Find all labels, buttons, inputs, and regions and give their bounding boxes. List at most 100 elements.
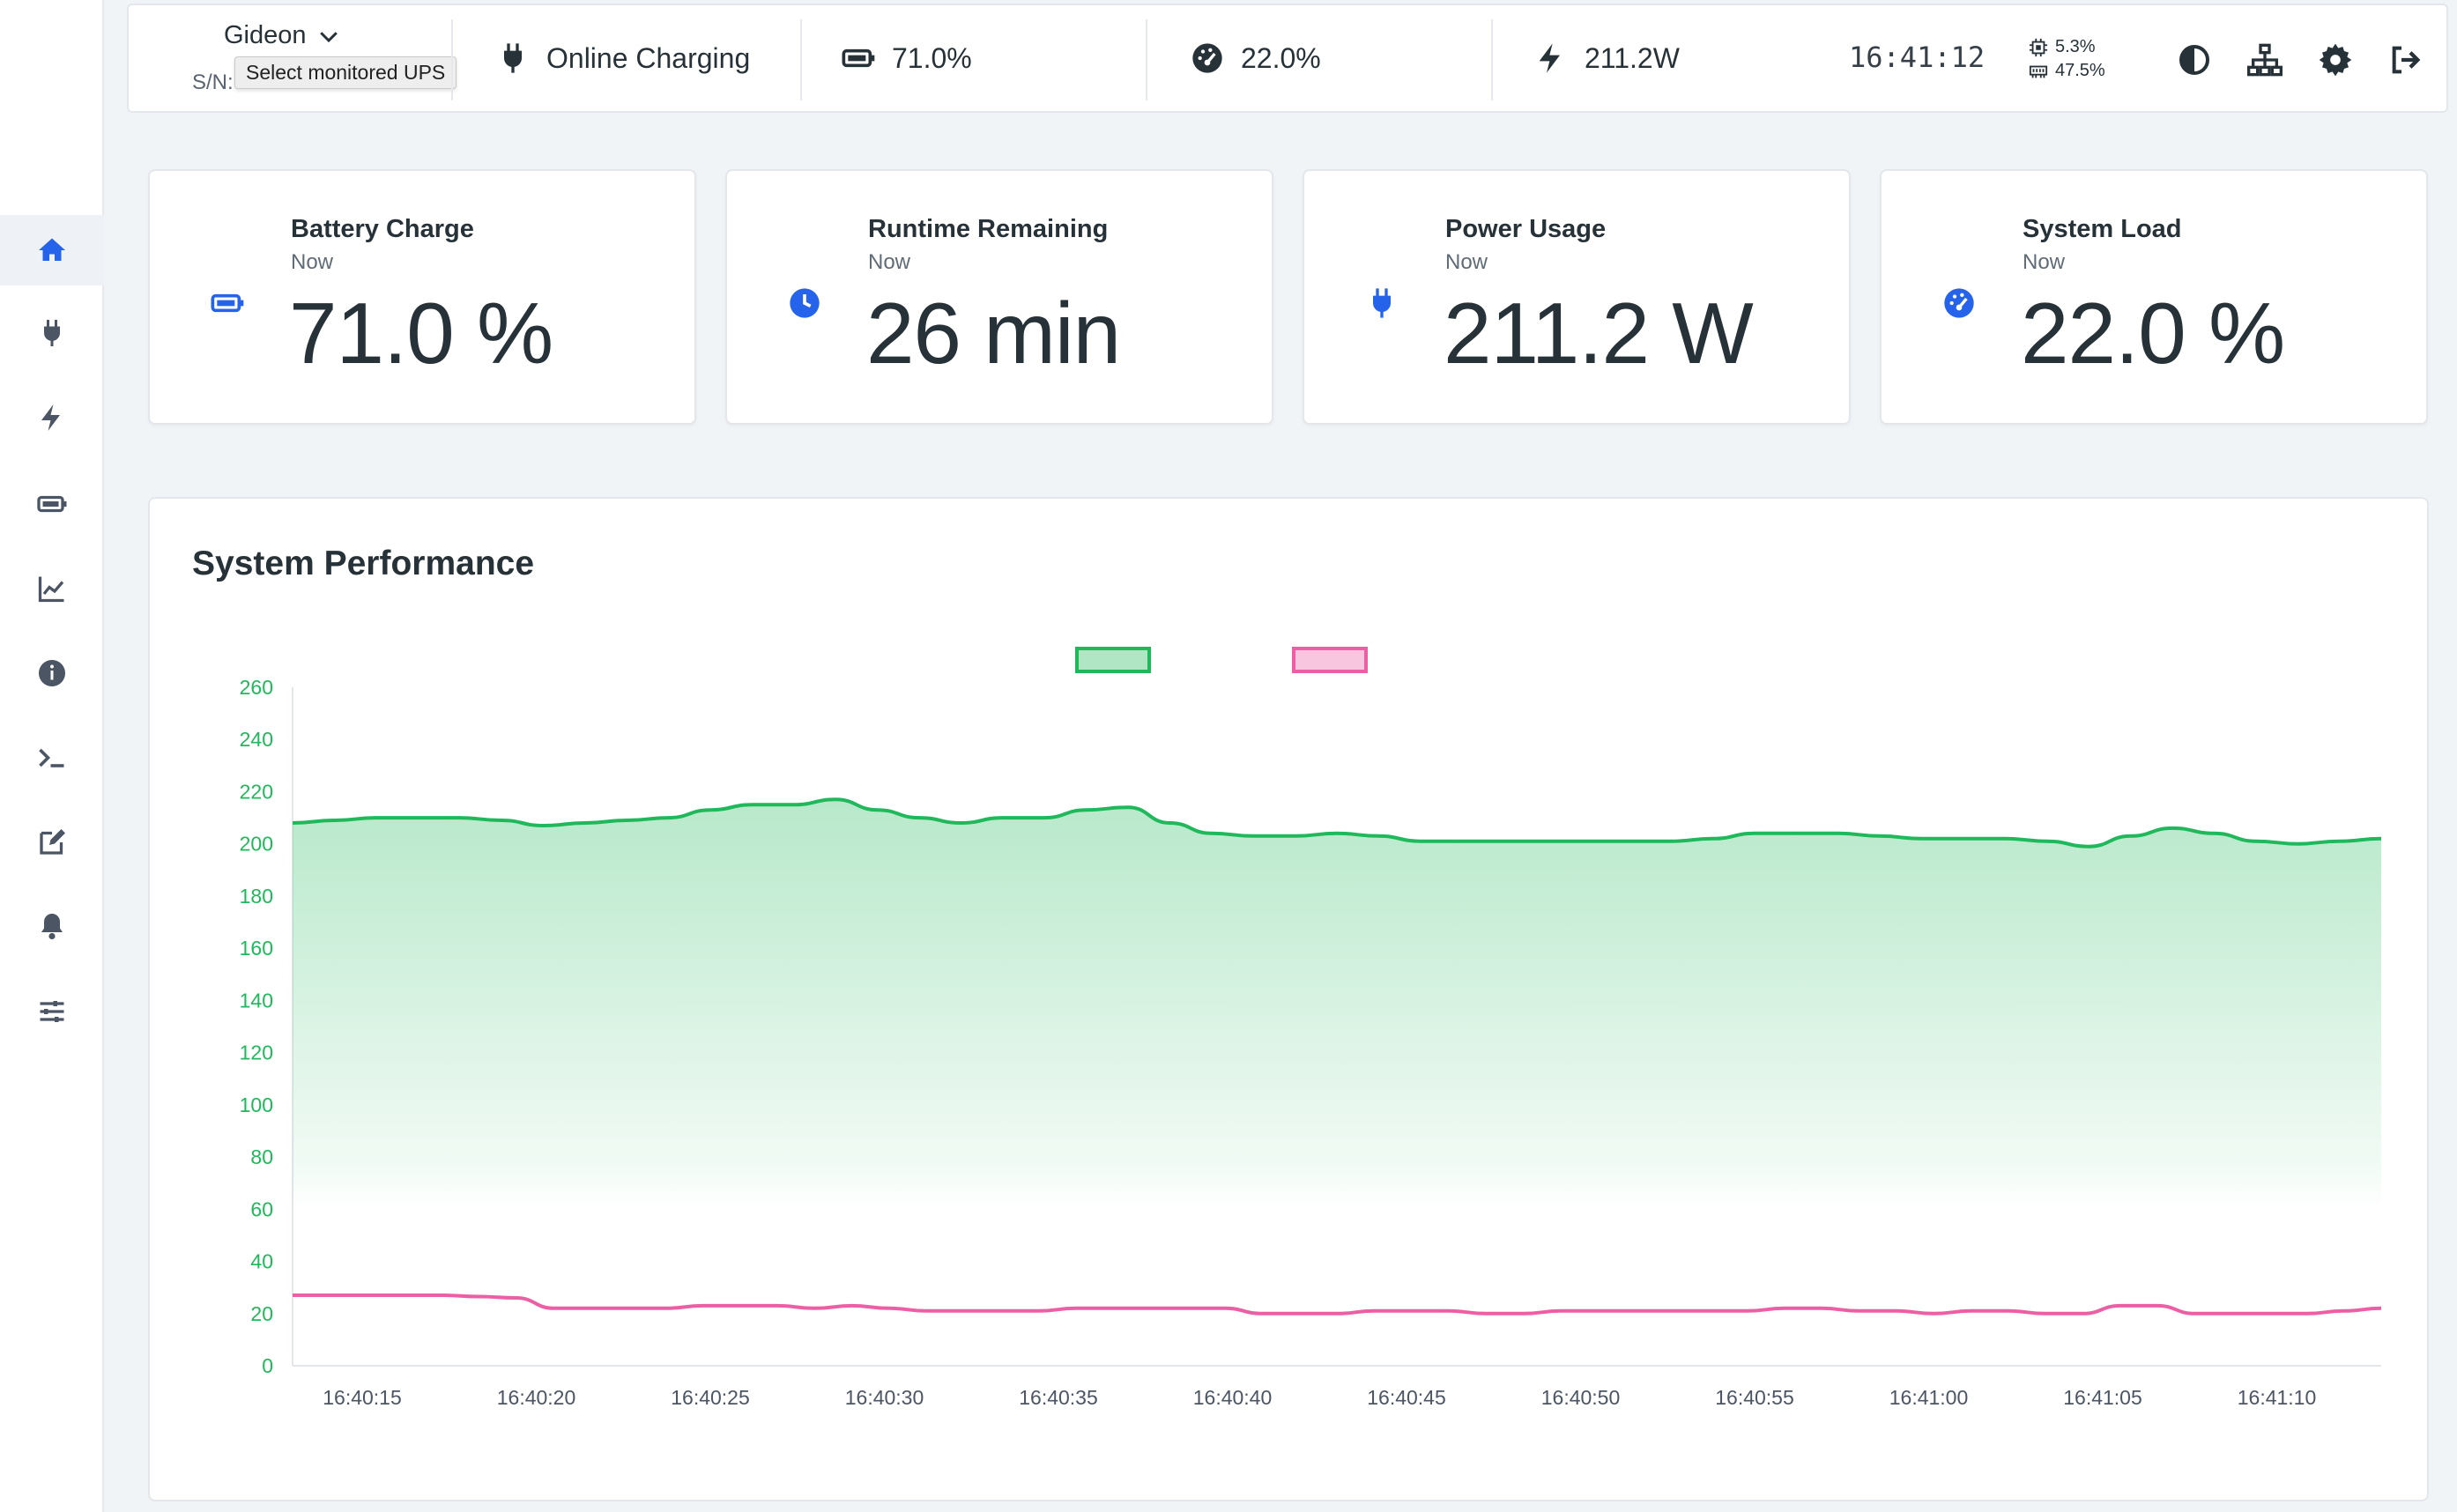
y-tick-label: 80 (250, 1145, 273, 1168)
edit-icon (40, 829, 65, 855)
sidebar-item-config[interactable] (0, 807, 104, 878)
x-tick-label: 16:41:05 (2063, 1386, 2142, 1409)
card-title: Battery Charge (291, 215, 474, 243)
card-value: 26 min (866, 285, 1121, 382)
system-performance-panel: System Performance 0 20 40 60 80 100 120 140 160… (148, 497, 2429, 1501)
x-tick-label: 16:40:50 (1541, 1386, 1621, 1409)
battery-text: 71.0% (892, 41, 972, 74)
gear-icon (2319, 43, 2352, 77)
ups-serial: S/N: (192, 70, 234, 94)
power-indicator: 211.2W (1533, 41, 1680, 76)
sidebar-item-notifications[interactable] (0, 892, 104, 962)
runtime-remaining-card: Runtime Remaining Now 26 min (725, 169, 1273, 425)
clock: 16:41:12 (1849, 41, 1986, 74)
card-title: Runtime Remaining (868, 215, 1109, 243)
sidebar-item-terminal[interactable] (0, 723, 104, 793)
logout-icon (2392, 46, 2421, 74)
y-tick-label: 240 (240, 728, 273, 751)
battery-icon (842, 48, 875, 68)
gauge-icon (1944, 288, 1974, 318)
terminal-icon (39, 748, 64, 767)
y-tick-label: 180 (240, 885, 273, 908)
chart-line-icon (38, 576, 64, 603)
memory-usage: 47.5% (2029, 59, 2105, 83)
sidebar-item-power[interactable] (0, 382, 104, 453)
memory-value: 47.5% (2055, 61, 2105, 80)
divider (1146, 19, 1147, 100)
ups-selector-tooltip: Select monitored UPS (234, 56, 457, 89)
power-usage-card: Power Usage Now 211.2 W (1303, 169, 1851, 425)
info-icon (39, 660, 65, 686)
sidebar-item-info[interactable] (0, 638, 104, 708)
x-tick-label: 16:40:45 (1367, 1386, 1446, 1409)
ups-name: Gideon (224, 21, 307, 49)
cpu-icon (2029, 38, 2048, 56)
cpu-value: 5.3% (2055, 37, 2096, 56)
divider (1491, 19, 1493, 100)
battery-indicator: 71.0% (841, 41, 972, 76)
system-resources: 5.3% 47.5% (2029, 35, 2105, 83)
sidebar-item-charts[interactable] (0, 553, 104, 624)
x-tick-label: 16:41:10 (2238, 1386, 2317, 1409)
sidebar-item-settings[interactable] (0, 976, 104, 1047)
contrast-icon (2179, 45, 2209, 75)
load-indicator: 22.0% (1190, 41, 1321, 76)
memory-icon (2029, 65, 2048, 78)
panel-title: System Performance (192, 545, 535, 582)
card-subtitle: Now (1445, 250, 1488, 274)
logout-button[interactable] (2386, 41, 2425, 79)
series-line-0 (292, 797, 2382, 849)
sidebar-item-home[interactable] (0, 215, 104, 285)
performance-chart: 0 20 40 60 80 100 120 140 160 180 200 220 240 260 16:4… (240, 647, 2382, 1409)
y-tick-label: 100 (240, 1093, 273, 1116)
power-text: 211.2W (1585, 41, 1680, 74)
ups-selector[interactable]: Gideon (224, 21, 342, 50)
load-text: 22.0% (1241, 41, 1321, 74)
card-subtitle: Now (291, 250, 334, 274)
x-tick-label: 16:40:55 (1715, 1386, 1794, 1409)
y-tick-label: 200 (240, 833, 273, 856)
bolt-icon (41, 404, 60, 431)
x-tick-label: 16:40:40 (1193, 1386, 1273, 1409)
status-indicator: Online Charging (495, 41, 750, 76)
y-tick-label: 260 (240, 676, 273, 699)
y-tick-label: 20 (250, 1302, 273, 1325)
legend-swatch-1 (1292, 647, 1368, 673)
cpu-usage: 5.3% (2029, 35, 2105, 59)
card-value: 71.0 % (289, 285, 553, 382)
card-value: 211.2 W (1444, 285, 1754, 382)
plug-icon (44, 320, 60, 346)
divider (451, 19, 453, 100)
card-title: Power Usage (1445, 215, 1607, 243)
network-button[interactable] (2245, 41, 2284, 79)
sliders-icon (40, 1001, 64, 1022)
card-title: System Load (2023, 215, 2182, 243)
battery-charge-card: Battery Charge Now 71.0 % (148, 169, 696, 425)
network-icon (2247, 43, 2283, 77)
system-load-card: System Load Now 22.0 % (1880, 169, 2428, 425)
legend-swatch-0 (1075, 647, 1151, 673)
theme-toggle-button[interactable] (2175, 41, 2214, 79)
card-subtitle: Now (868, 250, 911, 274)
sidebar-item-battery[interactable] (0, 469, 104, 539)
sidebar-item-input[interactable] (0, 298, 104, 368)
home-icon (39, 238, 65, 261)
sidebar (0, 0, 104, 1512)
y-tick-label: 60 (250, 1197, 273, 1220)
chevron-down-icon (319, 31, 338, 42)
status-text: Online Charging (546, 41, 751, 74)
x-tick-label: 16:40:35 (1019, 1386, 1098, 1409)
x-tick-label: 16:40:20 (497, 1386, 576, 1409)
settings-button[interactable] (2316, 41, 2355, 79)
y-tick-label: 160 (240, 937, 273, 960)
x-tick-label: 16:41:00 (1889, 1386, 1969, 1409)
x-tick-label: 16:40:15 (323, 1386, 402, 1409)
y-tick-label: 0 (262, 1354, 273, 1377)
y-tick-label: 120 (240, 1041, 273, 1064)
plug-icon (1373, 288, 1391, 318)
battery-icon (211, 293, 244, 313)
bolt-icon (1539, 43, 1560, 73)
y-tick-label: 40 (250, 1250, 273, 1273)
x-tick-label: 16:40:30 (845, 1386, 924, 1409)
series-area-0 (293, 799, 2381, 1366)
